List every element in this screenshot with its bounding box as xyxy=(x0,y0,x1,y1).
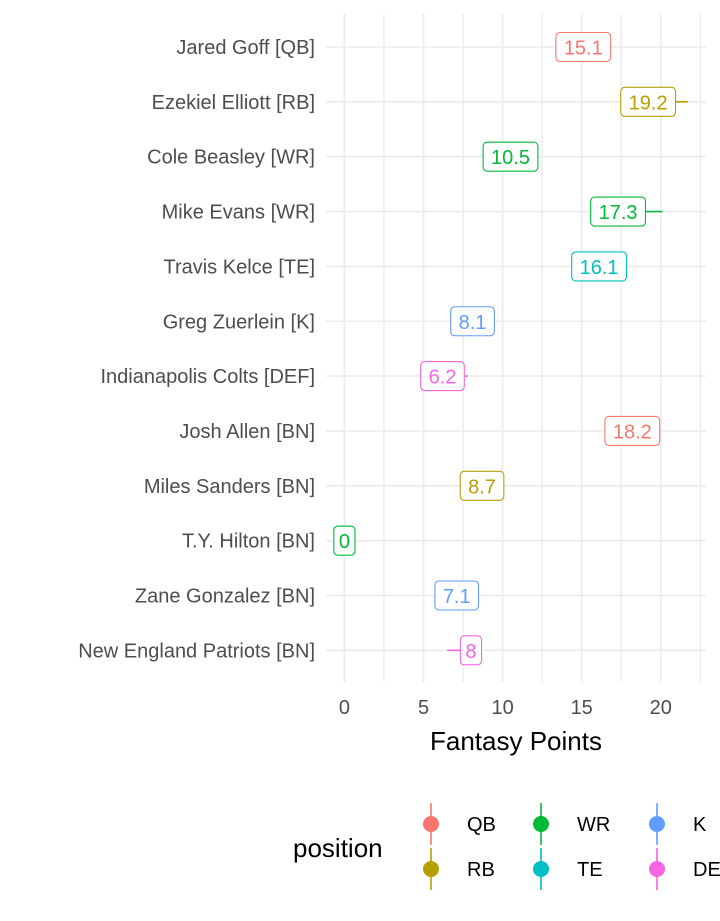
point-label: 18.2 xyxy=(604,415,661,447)
point-label: 15.1 xyxy=(555,31,612,63)
legend-item: TE xyxy=(533,848,603,890)
y-tick-label: Mike Evans [WR] xyxy=(162,202,315,224)
point-label: 7.1 xyxy=(434,580,480,611)
point-label-box xyxy=(604,415,661,447)
y-tick-label: Miles Sanders [BN] xyxy=(144,476,315,498)
x-tick-label: 10 xyxy=(491,697,513,719)
x-tick-label: 5 xyxy=(418,697,429,719)
y-tick-label: Josh Allen [BN] xyxy=(179,421,315,443)
point-label: 8.7 xyxy=(459,470,505,501)
y-tick-label: Ezekiel Elliott [RB] xyxy=(152,92,315,114)
legend-label: DEF xyxy=(693,859,720,881)
legend-key-point xyxy=(649,816,665,832)
point-value: 0 xyxy=(339,531,350,553)
legend-key-point xyxy=(423,816,439,832)
y-tick-label: Jared Goff [QB] xyxy=(176,37,315,59)
point-value: 8.1 xyxy=(459,312,487,334)
point-value: 10.5 xyxy=(491,147,530,169)
point-label: 17.3 xyxy=(590,196,647,227)
legend-key-point xyxy=(533,816,549,832)
legend-label: RB xyxy=(467,859,495,881)
legend-item: K xyxy=(649,803,707,845)
point-label-box xyxy=(620,86,677,117)
x-tick-label: 20 xyxy=(650,697,672,719)
legend: position QB RB WR TE K DEF xyxy=(293,803,720,890)
point-value: 8.7 xyxy=(468,476,496,498)
legend-label: QB xyxy=(467,814,496,836)
x-tick-label: 15 xyxy=(571,697,593,719)
point-value: 17.3 xyxy=(599,202,638,224)
point-label-box xyxy=(590,196,647,227)
point-value: 19.2 xyxy=(629,92,668,114)
legend-item: WR xyxy=(533,803,610,845)
legend-key-point xyxy=(533,861,549,877)
point-label-box xyxy=(420,361,465,392)
point-label: 6.2 xyxy=(420,361,465,392)
point-value: 6.2 xyxy=(429,367,457,389)
point-label: 10.5 xyxy=(482,141,539,172)
y-tick-label: Travis Kelce [TE] xyxy=(163,256,315,278)
y-tick-label: Cole Beasley [WR] xyxy=(147,147,315,169)
y-axis-labels: Jared Goff [QB] Ezekiel Elliott [RB] Cole … xyxy=(78,37,315,662)
point-label-box xyxy=(333,525,356,556)
legend-label: WR xyxy=(577,814,610,836)
legend-item: QB xyxy=(423,803,496,845)
point-value: 7.1 xyxy=(443,586,471,608)
point-value: 18.2 xyxy=(613,421,652,443)
point-label: 16.1 xyxy=(571,251,628,282)
y-tick-label: Zane Gonzalez [BN] xyxy=(135,586,315,608)
legend-key-point xyxy=(423,861,439,877)
point-label-box xyxy=(459,635,483,666)
y-tick-label: Indianapolis Colts [DEF] xyxy=(100,366,315,388)
x-axis-title: Fantasy Points xyxy=(430,726,602,756)
legend-item: RB xyxy=(423,848,495,890)
legend-item: DEF xyxy=(649,848,720,890)
legend-label: TE xyxy=(577,859,603,881)
legend-key-point xyxy=(649,861,665,877)
legend-label: K xyxy=(693,814,707,836)
y-tick-label: New England Patriots [BN] xyxy=(78,640,315,662)
point-label-box xyxy=(450,306,495,337)
point-value: 8 xyxy=(465,641,476,663)
point-label-box xyxy=(555,31,612,63)
point-label-box xyxy=(571,251,628,282)
point-value: 15.1 xyxy=(564,38,603,60)
y-tick-label: T.Y. Hilton [BN] xyxy=(182,531,315,553)
point-value: 16.1 xyxy=(580,257,619,279)
point-label: 8 xyxy=(459,635,483,666)
point-label: 19.2 xyxy=(620,86,677,117)
point-label-box xyxy=(434,580,480,611)
point-label-box xyxy=(459,470,505,501)
legend-title: position xyxy=(293,833,383,863)
y-tick-label: Greg Zuerlein [K] xyxy=(163,311,315,333)
x-axis-ticks: 0 5 10 15 20 xyxy=(339,697,672,719)
point-label-box xyxy=(482,141,539,172)
point-label: 8.1 xyxy=(450,306,495,337)
point-labels: 15.1 19.2 10.5 17.3 16.1 8.1 6.2 18.2 8.7 0 7.1 8 xyxy=(333,31,677,666)
point-label: 0 xyxy=(333,525,356,556)
x-tick-label: 0 xyxy=(339,697,350,719)
